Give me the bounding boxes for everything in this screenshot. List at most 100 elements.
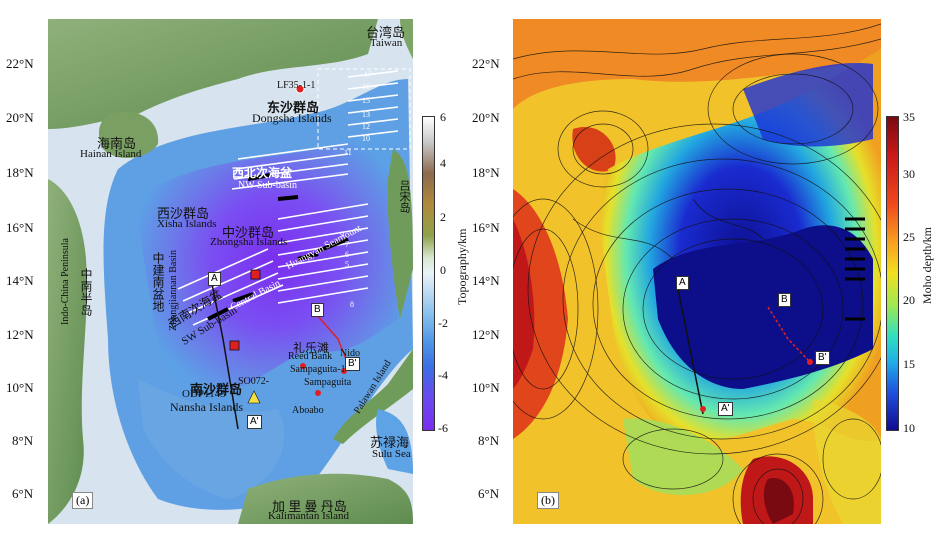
label-zhongsha-en: Zhongsha Islands <box>210 236 288 248</box>
topo-tick-m6: -6 <box>438 421 448 435</box>
moho-profile-b-start-tag: B <box>778 293 791 307</box>
lat-label-6-a: 6°N <box>12 486 34 501</box>
moho-tick-20: 20 <box>903 293 915 307</box>
lat-label-18-b: 18°N <box>472 165 500 180</box>
moho-tick-10: 10 <box>903 421 915 435</box>
label-taiwan-cn: 台湾岛 <box>366 25 406 40</box>
label-xisha-en: Xisha Islands <box>157 218 217 230</box>
moho-depth-map-panel <box>513 19 881 524</box>
moho-tick-35: 35 <box>903 110 915 124</box>
label-taiwan-en: Taiwan <box>370 37 403 49</box>
anomaly-5: 5 <box>345 260 349 269</box>
anomaly-11: 11 <box>344 148 352 157</box>
label-sampaguita-1: Sampaguita-1 <box>290 364 346 375</box>
panel-b-label: (b) <box>537 492 559 509</box>
moho-colorbar <box>886 116 899 431</box>
topo-tick-m4: -4 <box>438 368 448 382</box>
anomaly-15: 15 <box>362 96 370 105</box>
label-hainan-en: Hainan Island <box>80 148 142 160</box>
odp-site-marker <box>247 390 261 404</box>
label-nido: Nido <box>340 348 360 359</box>
moho-tick-15: 15 <box>903 357 915 371</box>
lat-label-14-a: 14°N <box>6 273 34 288</box>
drill-site-south <box>229 340 240 351</box>
moho-profile-b-end-tag: B' <box>815 351 830 365</box>
moho-profile-a-line <box>677 288 704 415</box>
moho-profile-a-start-tag: A <box>676 276 689 290</box>
lat-label-12-a: 12°N <box>6 327 34 342</box>
moho-profile-b-end <box>807 359 813 365</box>
profile-a-start-tag: A <box>208 272 221 286</box>
anomaly-16: 16 <box>362 82 370 91</box>
label-indochina-en: Indo-China Peninsula <box>60 238 71 325</box>
moho-colorbar-title: Moho depth/km <box>920 227 934 304</box>
anomaly-13: 13 <box>362 110 370 119</box>
lat-label-10-b: 10°N <box>472 380 500 395</box>
topo-tick-0: 0 <box>440 263 446 277</box>
label-hainan-cn: 海南岛 <box>97 136 137 151</box>
label-sulu-cn: 苏禄海 <box>370 435 410 450</box>
lat-label-20-b: 20°N <box>472 110 500 125</box>
lat-label-22-a: 22°N <box>6 56 34 71</box>
profile-b-line <box>315 313 349 365</box>
moho-profile-a-end-tag: A' <box>718 402 733 416</box>
label-so072: SO072- <box>238 376 270 387</box>
topography-map-panel <box>48 19 413 524</box>
label-odp1143: ODP1143 <box>182 388 226 400</box>
lat-label-12-b: 12°N <box>472 327 500 342</box>
well-lf35 <box>295 84 305 94</box>
anomaly-7: 7 <box>345 240 349 249</box>
label-luzon-cn: 吕宋岛 <box>398 180 410 213</box>
label-lf35: LF35-1-1 <box>277 80 316 91</box>
lat-label-8-a: 8°N <box>12 433 34 448</box>
topo-tick-m2: -2 <box>438 316 448 330</box>
lat-label-16-b: 16°N <box>472 220 500 235</box>
lat-label-6-b: 6°N <box>478 486 500 501</box>
lat-label-16-a: 16°N <box>6 220 34 235</box>
lat-label-20-a: 20°N <box>6 110 34 125</box>
label-kalimantan-cn: 加 里 曼 丹岛 <box>272 499 347 514</box>
anomaly-17: 17 <box>364 70 372 79</box>
lat-label-8-b: 8°N <box>478 433 500 448</box>
moho-depth-map <box>513 19 881 524</box>
topo-tick-4: 4 <box>440 156 446 170</box>
moho-contours <box>513 23 881 524</box>
label-xibei-en: NW Sub-basin <box>238 180 297 191</box>
lat-label-10-a: 10°N <box>6 380 34 395</box>
profile-a-end-tag: A' <box>247 415 262 429</box>
anomaly-9: 9 <box>340 230 344 239</box>
anomaly-6: 6 <box>345 250 349 259</box>
topography-colorbar <box>422 116 435 431</box>
well-sampaguita <box>300 363 306 369</box>
label-zhongsha-cn: 中沙群岛 <box>222 225 275 240</box>
well-aboabo <box>315 390 321 396</box>
label-zhongjiannan-en: Zhongjiannan Basin <box>168 250 179 331</box>
profile-b-start-tag: B <box>311 303 324 317</box>
label-liyue-cn: 礼乐滩 <box>293 341 330 355</box>
label-indochina-cn: 中南半岛 <box>79 268 93 316</box>
topo-tick-2: 2 <box>440 210 446 224</box>
label-nansha-en: Nansha Islands <box>170 400 243 414</box>
topography-map <box>48 19 413 524</box>
label-dongsha-cn: 东沙群岛 <box>267 100 320 115</box>
moho-tick-30: 30 <box>903 167 915 181</box>
label-xibei-cn: 西北次海盆 <box>232 166 293 180</box>
profile-b-end-tag: B' <box>345 357 360 371</box>
moho-profile-b-line <box>767 306 811 363</box>
trench-contours <box>845 217 865 321</box>
label-kalimantan-en: Kalimantan Island <box>268 510 349 522</box>
topo-tick-6: 6 <box>440 110 446 124</box>
label-dongsha-en: Dongsha Islands <box>252 111 332 125</box>
anomaly-10: 10 <box>362 134 370 143</box>
label-aboabo: Aboabo <box>292 405 324 416</box>
label-nansha-cn: 南沙群岛 <box>190 382 243 397</box>
lat-label-18-a: 18°N <box>6 165 34 180</box>
label-xisha-cn: 西沙群岛 <box>157 206 210 221</box>
moho-profile-a-end <box>700 406 706 412</box>
label-sampaguita: Sampaguita <box>304 377 352 388</box>
drill-site-north <box>250 269 261 280</box>
topography-colorbar-title: Topography/km <box>455 228 469 305</box>
lat-label-14-b: 14°N <box>472 273 500 288</box>
label-liyue-en: Reed Bank <box>288 351 333 362</box>
label-zhongjiannan-cn: 中建南盆地 <box>151 252 165 312</box>
